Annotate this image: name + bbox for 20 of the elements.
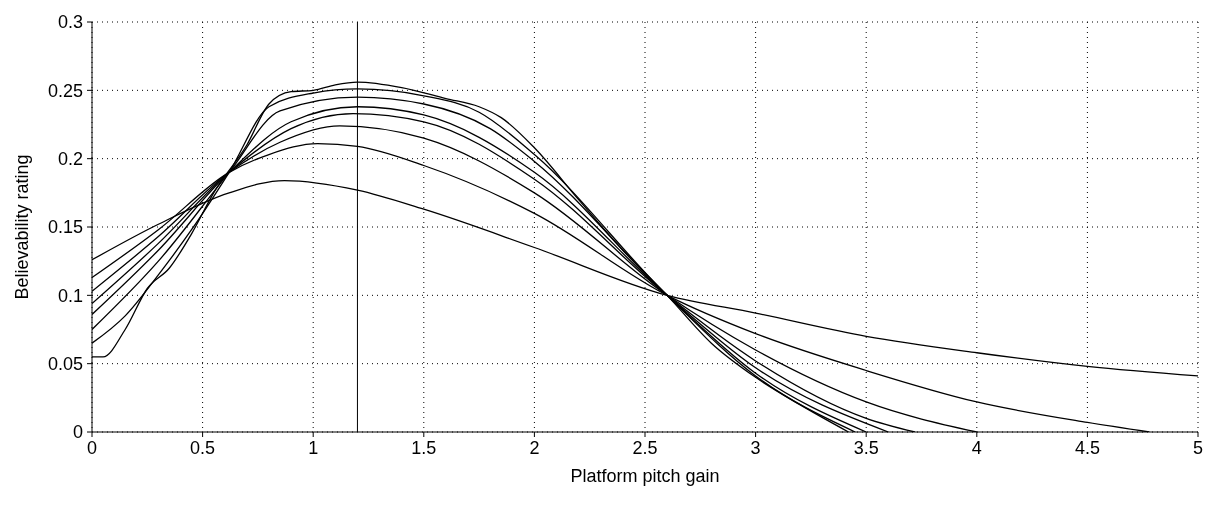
y-tick-label: 0.3 (57, 12, 83, 33)
y-tick-label: 0.15 (47, 217, 83, 238)
x-tick-label: 1 (308, 437, 319, 458)
x-axis-title: Platform pitch gain (570, 466, 720, 486)
x-tick-label: 4.5 (1074, 437, 1100, 458)
x-tick-label: 0 (86, 437, 98, 458)
x-tick-label: 1.5 (411, 437, 437, 458)
x-tick-label: 4 (971, 437, 982, 458)
y-axis-title: Believability rating (12, 154, 33, 300)
y-tick-label: 0.25 (47, 80, 83, 101)
x-tick-label: 5 (1192, 437, 1204, 458)
x-tick-label: 3.5 (853, 437, 879, 458)
y-tick-label: 0.05 (47, 354, 83, 375)
x-tick-label: 2 (529, 437, 540, 458)
y-tick-label: 0.2 (57, 149, 83, 170)
x-tick-label: 0.5 (190, 437, 216, 458)
x-tick-label: 2.5 (632, 437, 658, 458)
y-tick-label: 0 (72, 422, 83, 443)
x-tick-label: 3 (750, 437, 761, 458)
y-tick-label: 0.1 (57, 285, 83, 306)
